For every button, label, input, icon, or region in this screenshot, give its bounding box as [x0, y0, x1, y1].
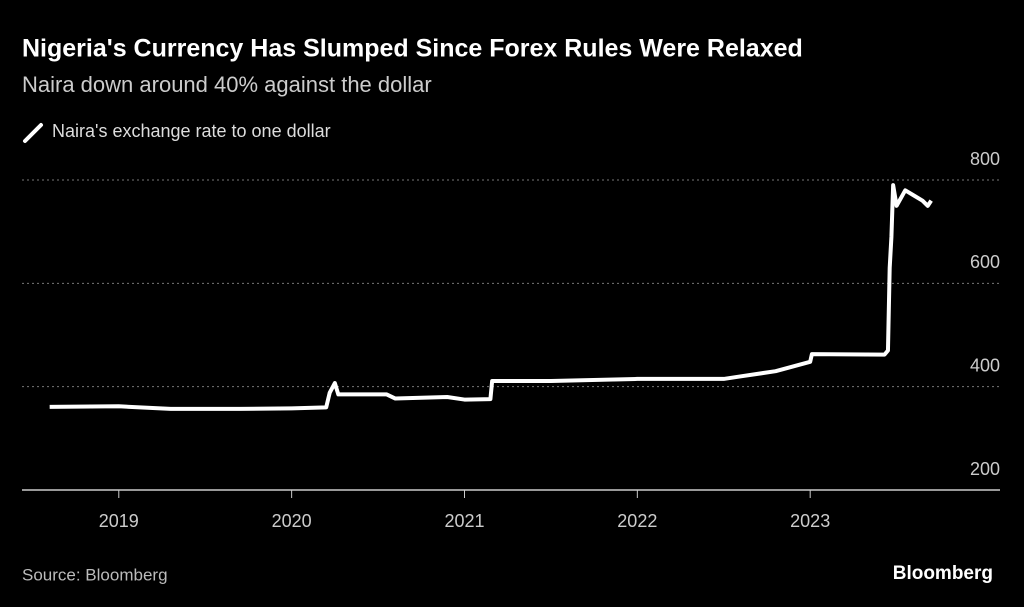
chart-title: Nigeria's Currency Has Slumped Since For…	[22, 35, 803, 63]
y-tick-label: 800	[970, 149, 1000, 169]
x-tick-label: 2019	[99, 511, 139, 531]
chart-subtitle: Naira down around 40% against the dollar	[22, 72, 432, 97]
legend-label: Naira's exchange rate to one dollar	[52, 121, 331, 141]
brand-logo: Bloomberg	[893, 563, 993, 584]
y-tick-label: 400	[970, 355, 1000, 375]
x-tick-label: 2021	[444, 511, 484, 531]
x-tick-label: 2023	[790, 511, 830, 531]
x-tick-label: 2020	[272, 511, 312, 531]
line-series	[49, 183, 933, 411]
legend-swatch	[23, 123, 43, 143]
y-tick-label: 200	[970, 459, 1000, 479]
x-tick-label: 2022	[617, 511, 657, 531]
source: Source: Bloomberg	[22, 565, 168, 584]
y-tick-label: 600	[970, 252, 1000, 272]
